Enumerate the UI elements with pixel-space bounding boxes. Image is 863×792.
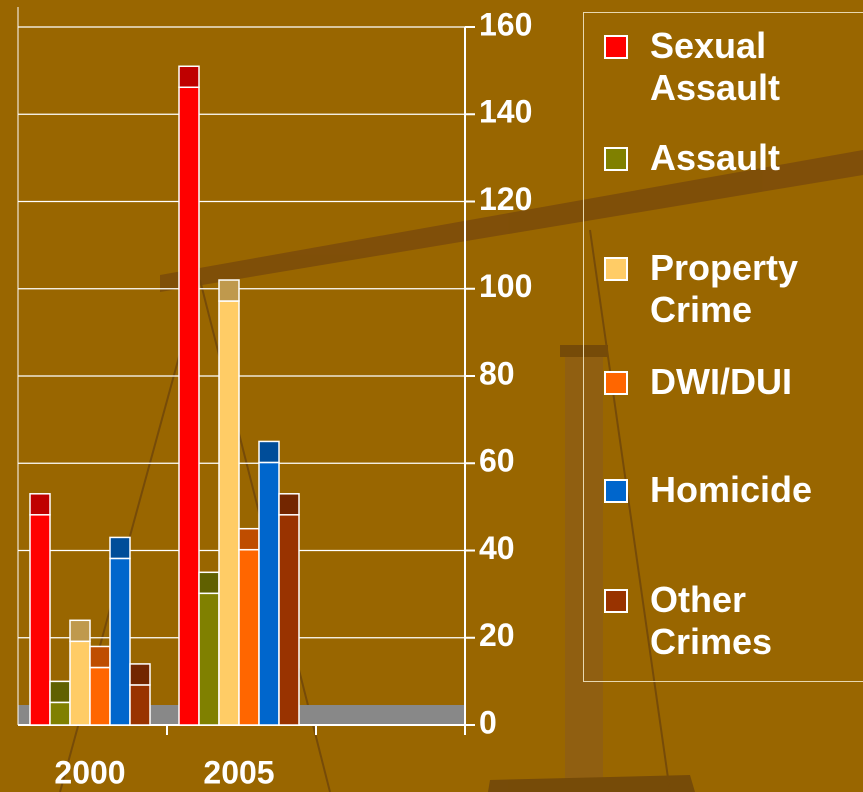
bar-top bbox=[259, 441, 279, 462]
bar-top bbox=[130, 664, 150, 685]
legend: Sexual Assault Assault Property Crime DWI/D… bbox=[583, 12, 863, 682]
y-tick-label: 80 bbox=[479, 355, 515, 391]
bar-top bbox=[179, 66, 199, 87]
bar-front bbox=[219, 301, 239, 725]
bar bbox=[30, 494, 50, 725]
bar bbox=[50, 681, 70, 725]
legend-swatch bbox=[604, 257, 628, 281]
legend-swatch bbox=[604, 589, 628, 613]
legend-swatch bbox=[604, 147, 628, 171]
legend-swatch bbox=[604, 371, 628, 395]
bar bbox=[219, 280, 239, 725]
bar bbox=[70, 620, 90, 725]
bar bbox=[239, 529, 259, 725]
bar-top bbox=[70, 620, 90, 641]
y-tick-label: 160 bbox=[479, 6, 532, 42]
y-tick-label: 100 bbox=[479, 268, 532, 304]
bar-top bbox=[279, 494, 299, 515]
bar bbox=[179, 66, 199, 725]
y-tick-label: 120 bbox=[479, 181, 532, 217]
y-tick-label: 20 bbox=[479, 617, 515, 653]
y-tick-label: 40 bbox=[479, 530, 515, 566]
bar-top bbox=[219, 280, 239, 301]
legend-label: DWI/DUI bbox=[650, 361, 850, 403]
bar-front bbox=[130, 685, 150, 725]
bar-front bbox=[50, 702, 70, 725]
bar-top bbox=[199, 572, 219, 593]
bar-top bbox=[239, 529, 259, 550]
bar-front bbox=[179, 87, 199, 725]
legend-label: Property Crime bbox=[650, 247, 850, 331]
bar bbox=[259, 441, 279, 725]
legend-label: Assault bbox=[650, 137, 850, 179]
bar-front bbox=[279, 515, 299, 725]
scale-base bbox=[488, 775, 695, 792]
bar-top bbox=[90, 646, 110, 667]
bar-front bbox=[239, 550, 259, 725]
page: 0 20 40 60 80 100 120 140 160 2000 2005 Sexual Ass… bbox=[0, 0, 863, 792]
bar-front bbox=[30, 515, 50, 725]
bar-top bbox=[110, 537, 130, 558]
legend-label: Homicide bbox=[650, 469, 850, 511]
legend-swatch bbox=[604, 35, 628, 59]
bar bbox=[110, 537, 130, 725]
bar bbox=[199, 572, 219, 725]
bar-front bbox=[110, 558, 130, 725]
bar-front bbox=[70, 641, 90, 725]
y-tick-label: 0 bbox=[479, 704, 497, 740]
bar bbox=[90, 646, 110, 725]
y-tick-label: 60 bbox=[479, 443, 515, 479]
bar-front bbox=[90, 667, 110, 725]
bar bbox=[130, 664, 150, 725]
x-tick-label: 2005 bbox=[203, 754, 274, 790]
bar-top bbox=[50, 681, 70, 702]
legend-label: Sexual Assault bbox=[650, 25, 850, 109]
bar bbox=[279, 494, 299, 725]
x-tick-label: 2000 bbox=[54, 754, 125, 790]
legend-label: Other Crimes bbox=[650, 579, 850, 663]
y-tick-label: 140 bbox=[479, 94, 532, 130]
bar-front bbox=[199, 593, 219, 725]
bar-top bbox=[30, 494, 50, 515]
legend-swatch bbox=[604, 479, 628, 503]
bar-front bbox=[259, 462, 279, 725]
